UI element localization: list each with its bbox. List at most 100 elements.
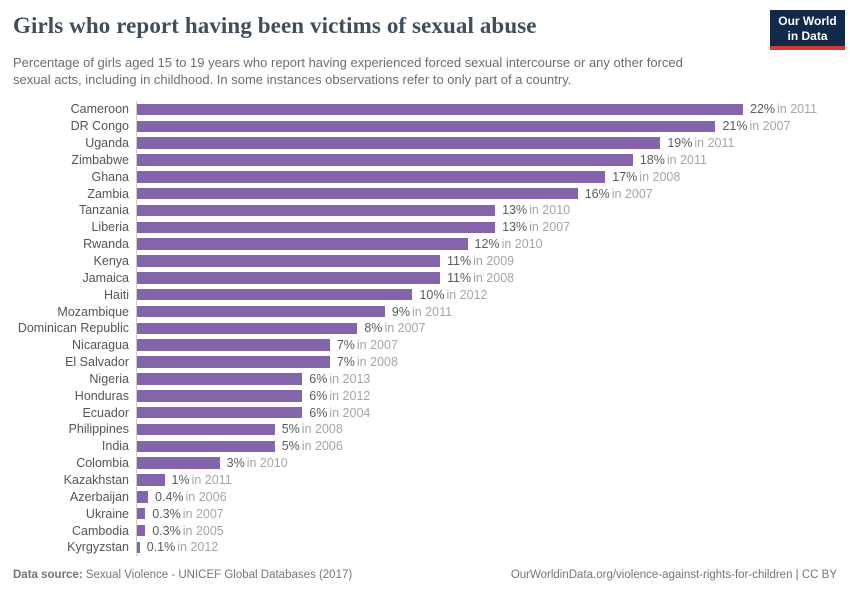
chart-subtitle: Percentage of girls aged 15 to 19 years … [13,55,683,87]
bar-zone: 0.4% in 2006 [137,490,227,504]
bar[interactable] [137,491,149,503]
bar[interactable] [137,171,606,183]
year-label: in 2013 [329,371,371,386]
bar[interactable] [137,474,165,486]
year-label: in 2006 [301,439,343,454]
credit-link[interactable]: OurWorldinData.org/violence-against-righ… [510,569,837,581]
bar-zone: 7% in 2008 [137,355,398,369]
chart-row: Liberia 13% in 2007 [0,219,850,236]
bar-zone: 6% in 2013 [137,372,370,386]
chart-row: Cameroon 22% in 2011 [0,101,850,118]
bar[interactable] [137,154,633,166]
value-label: 5% [281,439,300,454]
value-label: 5% [281,422,300,437]
bar-zone: 22% in 2011 [137,102,817,116]
year-label: in 2011 [777,102,818,117]
chart-title: Girls who report having been victims of … [13,13,537,38]
chart-row: Zambia 16% in 2007 [0,185,850,202]
bar[interactable] [137,120,716,133]
year-label: in 2010 [501,237,543,252]
country-label: El Salvador [65,355,129,370]
country-label: Cameroon [70,102,129,117]
year-label: in 2007 [749,119,791,134]
country-label: Dominican Republic [17,321,129,336]
bar[interactable] [137,272,440,284]
bar-zone: 17% in 2008 [137,170,680,184]
chart-row: Mozambique 9% in 2011 [0,303,850,320]
chart-row: Zimbabwe 18% in 2011 [0,152,850,169]
bar[interactable] [137,322,358,335]
owid-logo[interactable]: Our World in Data [770,10,845,50]
value-label: 13% [502,203,528,218]
year-label: in 2007 [611,186,653,201]
bar[interactable] [137,238,468,250]
bar[interactable] [137,524,146,537]
year-label: in 2012 [177,540,219,555]
value-label: 0.3% [152,506,181,521]
bar[interactable] [137,423,275,436]
country-label: Nicaragua [72,338,129,353]
year-label: in 2011 [411,304,453,319]
data-source-label: Data source: [13,569,83,581]
bar[interactable] [137,356,330,368]
value-label: 11% [447,254,472,269]
bar[interactable] [137,288,413,301]
value-label: 10% [419,287,445,302]
bar-zone: 6% in 2012 [137,389,370,403]
year-label: in 2008 [301,422,343,437]
chart-footer: Data source: Sexual Violence - UNICEF Gl… [13,569,837,581]
country-label: Jamaica [82,270,129,285]
chart-row: Kyrgyzstan 0.1% in 2012 [0,539,850,556]
year-label: in 2007 [529,220,571,235]
bar-zone: 1% in 2011 [137,473,232,487]
bar-zone: 3% in 2010 [137,456,288,470]
value-label: 19% [667,136,693,151]
country-label: Mozambique [57,304,129,319]
bar[interactable] [137,406,303,419]
value-label: 21% [722,119,748,134]
bar[interactable] [137,137,661,149]
bar[interactable] [137,187,578,200]
year-label: in 2010 [246,456,288,471]
data-source-note: Data source: Sexual Violence - UNICEF Gl… [13,569,352,581]
chart-row: Dominican Republic 8% in 2007 [0,320,850,337]
year-label: in 2012 [446,287,488,302]
bar[interactable] [137,221,496,234]
bar-zone: 11% in 2008 [137,271,514,285]
bar[interactable] [137,440,275,453]
year-label: in 2008 [639,169,681,184]
bar[interactable] [137,390,303,402]
chart-row: India 5% in 2006 [0,438,850,455]
bar[interactable] [137,255,440,267]
bar[interactable] [137,103,743,116]
country-label: Ecuador [82,405,129,420]
bar-zone: 0.3% in 2005 [137,524,224,538]
chart-row: Jamaica 11% in 2008 [0,269,850,286]
chart-row: El Salvador 7% in 2008 [0,354,850,371]
chart-row: Colombia 3% in 2010 [0,455,850,472]
year-label: in 2011 [694,136,735,151]
bar[interactable] [137,457,220,469]
value-label: 12% [474,237,500,252]
country-label: Zimbabwe [71,152,129,167]
bar[interactable] [137,541,140,554]
chart-row: Ghana 17% in 2008 [0,168,850,185]
bar-zone: 19% in 2011 [137,136,734,150]
country-label: Ghana [91,169,129,184]
country-label: Colombia [76,456,129,471]
bar-zone: 0.3% in 2007 [137,507,224,521]
value-label: 7% [336,355,355,370]
year-label: in 2011 [191,472,232,487]
bar[interactable] [137,339,330,351]
country-label: Tanzania [78,203,129,218]
bar[interactable] [137,204,496,217]
bar-zone: 12% in 2010 [137,237,543,251]
value-label: 0.1% [146,540,176,555]
country-label: Azerbaijan [69,489,129,504]
bar[interactable] [137,373,303,385]
country-label: Nigeria [89,371,129,386]
bar[interactable] [137,507,146,520]
bar[interactable] [137,305,385,318]
country-label: Kazakhstan [63,472,129,487]
